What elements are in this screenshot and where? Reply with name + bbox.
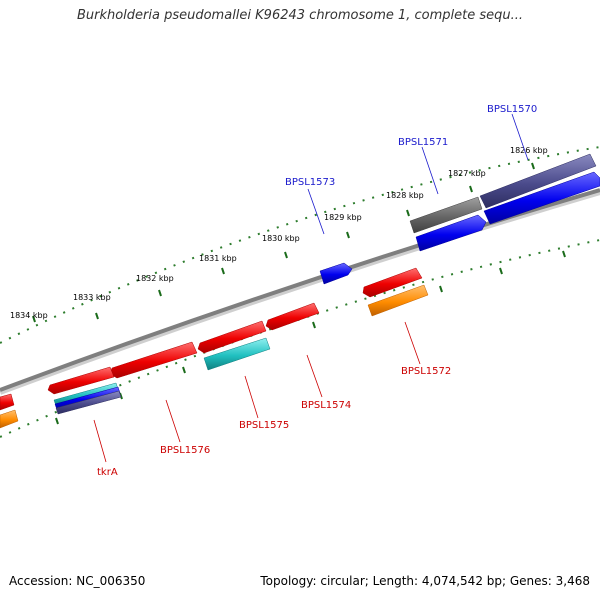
feature-orange-left-edge[interactable] [0, 409, 19, 429]
scale-label-1826: 1826 kbp [510, 146, 548, 155]
gene-label-bpsl1570[interactable]: BPSL1570 [487, 104, 537, 115]
forward-leader-lines [307, 113, 529, 235]
genome-summary-text: Topology: circular; Length: 4,074,542 bp… [260, 574, 590, 588]
gene-label-bpsl1571[interactable]: BPSL1571 [398, 137, 448, 148]
scale-label-1832: 1832 kbp [136, 274, 174, 283]
feature-blue-bpsl1573[interactable] [319, 262, 353, 285]
feature-slate-tkra[interactable] [55, 390, 122, 415]
accession-text: Accession: NC_006350 [9, 574, 146, 588]
gene-label-bpsl1575[interactable]: BPSL1575 [239, 420, 289, 431]
scale-label-1827: 1827 kbp [448, 169, 486, 178]
inner-tick-ring [0, 239, 600, 438]
feature-red-bpsl1575[interactable] [197, 320, 267, 354]
map-title: Burkholderia pseudomallei K96243 chromos… [76, 8, 524, 23]
feature-red-bpsl1574[interactable] [265, 302, 320, 331]
scale-label-1833: 1833 kbp [73, 293, 111, 302]
gene-label-bpsl1572[interactable]: BPSL1572 [401, 366, 451, 377]
backbone-shadow [0, 189, 600, 395]
reverse-leader-lines [93, 321, 421, 463]
inner-major-ticks [55, 250, 566, 425]
scale-label-1828: 1828 kbp [386, 191, 424, 200]
scale-label-1829: 1829 kbp [324, 213, 362, 222]
scale-label-1830: 1830 kbp [262, 234, 300, 243]
feature-slate-bpsl1570[interactable] [479, 153, 597, 209]
feature-blue-upper[interactable] [483, 171, 600, 225]
feature-cyan-bpsl1575[interactable] [203, 337, 271, 371]
gene-label-bpsl1574[interactable]: BPSL1574 [301, 400, 351, 411]
scale-label-1834: 1834 kbp [10, 311, 48, 320]
gene-label-tkra[interactable]: tkrA [97, 467, 118, 478]
gene-label-bpsl1573[interactable]: BPSL1573 [285, 177, 335, 188]
major-ticks [32, 162, 535, 323]
gene-label-bpsl1576[interactable]: BPSL1576 [160, 445, 210, 456]
feature-red-left-edge[interactable] [0, 393, 15, 411]
feature-gray-bpsl1571[interactable] [409, 196, 483, 234]
feature-blue-lower[interactable] [415, 214, 487, 252]
scale-label-1831: 1831 kbp [199, 254, 237, 263]
feature-red-tkra[interactable] [47, 366, 115, 395]
feature-orange-bpsl1572[interactable] [367, 284, 429, 317]
feature-red-bpsl1572[interactable] [362, 267, 423, 298]
